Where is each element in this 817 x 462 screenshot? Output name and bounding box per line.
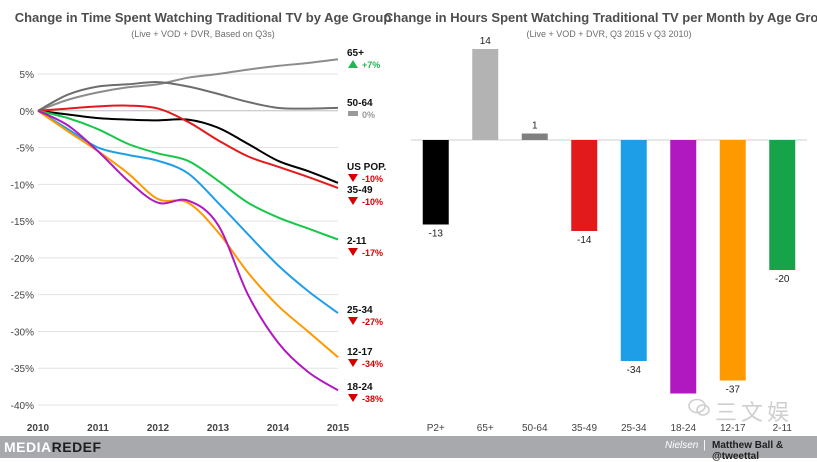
- series-name-label: 25-34: [347, 305, 373, 316]
- bar-value-label: 1: [532, 121, 538, 132]
- line-chart-subtitle: (Live + VOD + DVR, Based on Q3s): [131, 29, 275, 39]
- line-chart-series: [37, 58, 339, 392]
- y-tick-label: -10%: [11, 180, 34, 191]
- y-tick-label: -5%: [16, 144, 34, 155]
- series-change-label: -27%: [362, 317, 383, 327]
- series-line-18-24: [37, 109, 339, 392]
- category-label: 65+: [477, 423, 494, 434]
- bar-chart-value-labels: -13 14 1 -14 -34 -37 -20: [429, 36, 790, 396]
- bar-65-: [472, 49, 499, 140]
- series-name-label: 50-64: [347, 98, 373, 109]
- line-chart-grid: [38, 73, 338, 406]
- credit-label: Matthew Ball & @tweettal: [712, 440, 784, 462]
- bar-18-24: [670, 140, 697, 394]
- series-line-us-pop-: [37, 109, 339, 184]
- bar-25-34: [620, 140, 647, 361]
- series-line-50-64: [37, 81, 339, 112]
- series-change-label: +7%: [362, 60, 380, 70]
- y-tick-label: -30%: [11, 327, 34, 338]
- bar-value-label: -34: [627, 365, 642, 376]
- x-tick-label: 2013: [207, 423, 230, 434]
- series-line-35-49: [37, 104, 339, 189]
- y-tick-label: -40%: [11, 401, 34, 412]
- y-tick-label: -15%: [11, 217, 34, 228]
- series-line-65-: [37, 58, 339, 112]
- series-change-label: -10%: [362, 197, 383, 207]
- bar-chart: Change in Hours Spent Watching Tradition…: [384, 10, 817, 434]
- y-tick-label: -25%: [11, 291, 34, 302]
- watermark: 三文娱: [715, 400, 794, 425]
- line-chart-end-labels: 65++7%50-640%US POP.-10%35-49-10%2-11-17…: [347, 48, 386, 404]
- bar-chart-bars: [422, 49, 796, 394]
- x-tick-label: 2014: [267, 423, 290, 434]
- series-line-2-11: [37, 109, 339, 241]
- change-flat-icon: [348, 111, 358, 116]
- category-label: P2+: [427, 423, 445, 434]
- bar-chart-subtitle: (Live + VOD + DVR, Q3 2015 v Q3 2010): [526, 29, 691, 39]
- category-label: 50-64: [522, 423, 548, 434]
- category-label: 12-17: [720, 423, 746, 434]
- series-name-label: 35-49: [347, 185, 373, 196]
- line-chart-y-axis: 5% 0% -5% -10% -15% -20% -25% -30% -35% -40%: [11, 70, 34, 412]
- category-label: 35-49: [571, 423, 597, 434]
- footer-bar: MEDIAREDEF Nielsen | Matthew Ball & @twe…: [0, 436, 817, 462]
- series-name-label: 18-24: [347, 382, 373, 393]
- brand-part-media: MEDIA: [4, 439, 52, 455]
- line-chart-x-axis: 2010 2011 2012 2013 2014 2015: [27, 423, 350, 434]
- change-arrow-icon: [348, 317, 358, 325]
- category-label: 18-24: [670, 423, 696, 434]
- series-line-12-17: [37, 109, 339, 358]
- brand-logo: MEDIAREDEF: [4, 439, 102, 455]
- category-label: 25-34: [621, 423, 647, 434]
- chat-bubble-icon: [688, 398, 710, 416]
- y-tick-label: -35%: [11, 364, 34, 375]
- y-tick-label: 0%: [20, 107, 35, 118]
- bar-2-11: [769, 140, 796, 270]
- bar-chart-title: Change in Hours Spent Watching Tradition…: [384, 10, 817, 25]
- change-arrow-icon: [348, 174, 358, 182]
- change-arrow-icon: [348, 394, 358, 402]
- series-change-label: -38%: [362, 394, 383, 404]
- bar-35-49: [571, 140, 598, 231]
- series-change-label: -10%: [362, 174, 383, 184]
- change-arrow-icon: [348, 248, 358, 256]
- bar-value-label: -14: [577, 235, 592, 246]
- footer-separator: |: [703, 439, 706, 451]
- line-chart-title: Change in Time Spent Watching Traditiona…: [15, 10, 392, 25]
- category-label: 2-11: [773, 423, 793, 434]
- x-tick-label: 2011: [87, 423, 109, 434]
- bar-12-17: [719, 140, 746, 381]
- series-name-label: 65+: [347, 48, 364, 59]
- bar-value-label: 14: [480, 36, 492, 47]
- y-tick-label: 5%: [20, 70, 35, 81]
- source-label: Nielsen: [665, 440, 699, 451]
- series-name-label: 2-11: [347, 236, 367, 247]
- bar-value-label: -20: [775, 274, 790, 285]
- bar-chart-category-labels: P2+ 65+ 50-64 35-49 25-34 18-24 12-17 2-11: [427, 423, 793, 434]
- series-name-label: 12-17: [347, 347, 373, 358]
- bar-50-64: [521, 133, 548, 140]
- change-arrow-icon: [348, 359, 358, 367]
- bar-value-label: -37: [726, 385, 741, 396]
- bar-value-label: -13: [429, 229, 444, 240]
- bar-p2-: [422, 140, 449, 225]
- x-tick-label: 2012: [147, 423, 170, 434]
- x-tick-label: 2015: [327, 423, 350, 434]
- y-tick-label: -20%: [11, 254, 34, 265]
- series-change-label: -17%: [362, 248, 383, 258]
- change-arrow-icon: [348, 197, 358, 205]
- brand-part-redef: REDEF: [51, 439, 102, 455]
- series-name-label: US POP.: [347, 162, 386, 173]
- change-arrow-icon: [348, 60, 358, 68]
- line-chart: Change in Time Spent Watching Traditiona…: [11, 10, 392, 434]
- series-change-label: 0%: [362, 110, 375, 120]
- series-change-label: -34%: [362, 359, 383, 369]
- x-tick-label: 2010: [27, 423, 50, 434]
